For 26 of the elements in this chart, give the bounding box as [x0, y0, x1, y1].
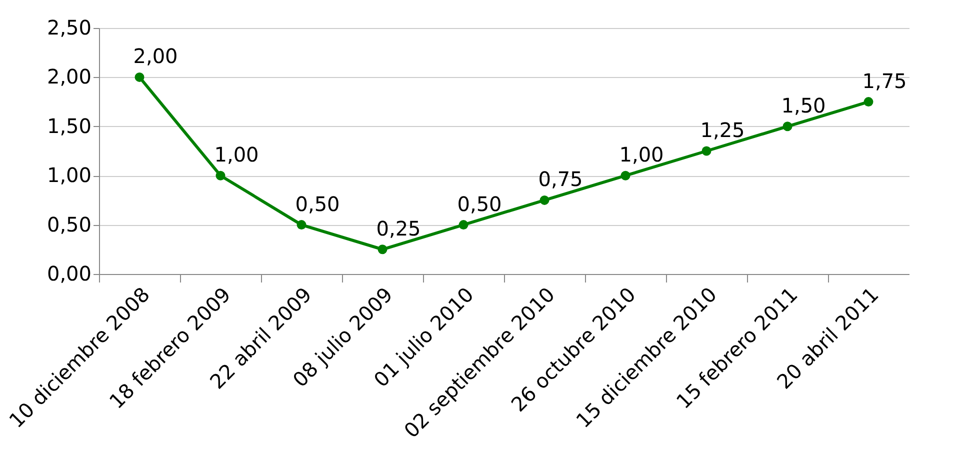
data-label: 1,00 [214, 142, 259, 167]
y-tick-label: 0,50 [46, 212, 92, 236]
data-label: 0,75 [538, 167, 583, 192]
y-tick-label: 2,50 [46, 16, 92, 40]
data-label: 2,00 [133, 44, 178, 68]
data-label: 0,25 [376, 216, 421, 240]
point [458, 220, 468, 230]
point [620, 170, 630, 180]
point [864, 97, 874, 107]
y-tick-label: 1,00 [46, 163, 92, 188]
y-tick-label: 1,50 [46, 114, 92, 138]
y-tick-label: 0,00 [46, 262, 92, 286]
point [216, 170, 226, 180]
data-label: 1,25 [700, 118, 745, 142]
point [296, 220, 306, 230]
data-label: 0,50 [295, 192, 340, 216]
data-label: 0,50 [457, 192, 502, 216]
point [540, 195, 550, 205]
data-label: 1,50 [781, 93, 826, 118]
y-tick-label: 2,00 [46, 64, 92, 89]
point [782, 122, 792, 132]
point [702, 146, 712, 156]
point [378, 244, 388, 254]
data-label: 1,75 [862, 68, 907, 93]
point [134, 72, 144, 82]
data-label: 1,00 [619, 142, 664, 167]
